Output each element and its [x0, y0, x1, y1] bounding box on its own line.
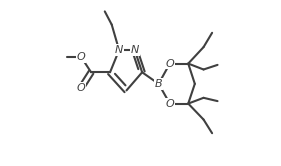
- Text: O: O: [76, 83, 85, 93]
- Text: O: O: [166, 99, 174, 109]
- Text: B: B: [155, 79, 162, 89]
- Text: O: O: [76, 52, 85, 62]
- Text: N: N: [115, 45, 123, 55]
- Text: N: N: [131, 45, 139, 55]
- Text: O: O: [166, 59, 174, 69]
